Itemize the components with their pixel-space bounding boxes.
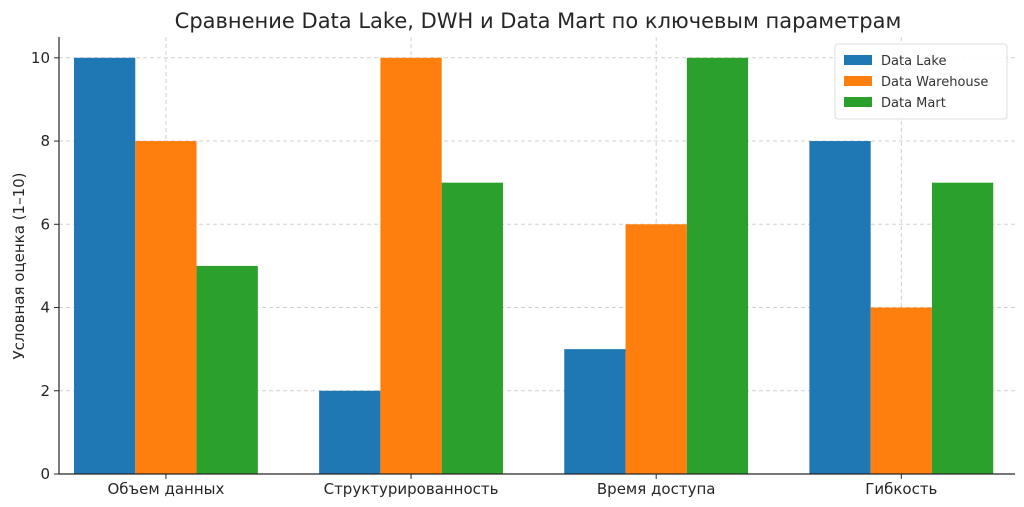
y-tick-label: 8 — [40, 132, 50, 150]
bar-data-mart — [196, 265, 258, 474]
bar-data-mart — [441, 182, 503, 474]
bar-data-lake — [564, 349, 626, 474]
legend-swatch — [844, 55, 872, 65]
bar-data-lake — [74, 57, 136, 475]
x-tick-label: Время доступа — [597, 480, 716, 498]
y-tick-label: 2 — [40, 382, 50, 400]
legend-box — [834, 43, 1008, 120]
y-tick-label: 10 — [31, 49, 50, 67]
y-tick-label: 0 — [40, 465, 50, 483]
y-tick-label: 6 — [40, 215, 50, 233]
bar-data-mart — [931, 182, 994, 474]
bar-data-lake — [809, 141, 871, 475]
bar-data-warehouse — [625, 224, 687, 474]
bar-data-warehouse — [135, 141, 197, 475]
x-tick-label: Гибкость — [865, 480, 937, 498]
legend: Data Lake Data Warehouse Data Mart — [834, 43, 1008, 120]
bar-data-lake — [319, 390, 381, 474]
y-axis-label: Условная оценка (1–10) — [10, 172, 28, 359]
bar-data-warehouse — [870, 307, 932, 474]
legend-swatch — [844, 76, 872, 86]
y-tick-label: 4 — [40, 299, 50, 317]
y-tick-labels: 0 2 4 6 8 10 — [31, 49, 50, 483]
legend-swatch — [844, 97, 872, 107]
legend-label: Data Warehouse — [881, 75, 988, 90]
x-tick-labels: Объем данных Структурированность Время дос… — [107, 480, 937, 498]
chart-title: Сравнение Data Lake, DWH и Data Mart по … — [175, 9, 902, 33]
legend-label: Data Mart — [881, 96, 946, 111]
bars — [74, 57, 994, 475]
bar-data-mart — [686, 57, 749, 475]
x-tick-label: Объем данных — [107, 480, 224, 498]
x-tick-label: Структурированность — [324, 480, 499, 498]
axes — [54, 37, 1015, 479]
bar-data-warehouse — [380, 57, 442, 475]
legend-label: Data Lake — [881, 54, 946, 69]
